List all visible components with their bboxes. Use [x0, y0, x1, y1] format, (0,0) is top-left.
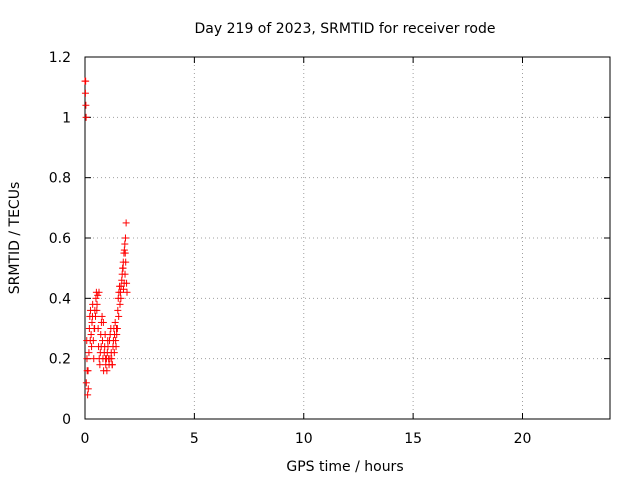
x-tick-label: 10	[295, 431, 313, 447]
data-point	[122, 258, 130, 266]
grid-lines	[85, 57, 610, 419]
data-point	[87, 331, 95, 339]
data-point	[108, 361, 116, 369]
data-point	[84, 367, 92, 375]
data-point	[119, 264, 127, 272]
data-point	[122, 219, 130, 227]
data-point	[88, 343, 96, 351]
data-point	[120, 285, 127, 293]
data-point	[86, 337, 94, 345]
data-point	[116, 300, 124, 308]
data-point	[82, 113, 90, 121]
y-tick-label: 1.2	[49, 50, 71, 66]
data-point	[123, 288, 131, 296]
data-point	[104, 337, 112, 345]
data-point	[84, 385, 92, 393]
y-tick-label: 1	[62, 110, 71, 126]
data-point	[85, 349, 93, 357]
data-point	[121, 234, 129, 242]
data-point	[113, 331, 121, 339]
x-tick-label: 20	[514, 431, 532, 447]
y-tick-label: 0.6	[49, 231, 71, 247]
data-point	[84, 391, 92, 399]
axis-ticks	[84, 56, 610, 420]
data-point	[98, 312, 106, 320]
data-point	[99, 318, 107, 326]
data-point	[82, 77, 90, 85]
y-tick-label: 0	[62, 412, 71, 428]
y-tick-label: 0.8	[49, 171, 71, 187]
data-point	[93, 306, 101, 314]
data-point	[95, 288, 103, 296]
x-tick-label: 0	[81, 431, 90, 447]
y-tick-label: 0.2	[49, 352, 71, 368]
data-point	[82, 379, 90, 387]
tick-labels: 0 0.2 0.4 0.6 0.8 1 1.2 0 5 10 15 20	[49, 50, 532, 447]
data-point	[111, 318, 119, 326]
data-point	[91, 325, 99, 332]
x-axis-label: GPS time / hours	[286, 459, 403, 475]
data-point	[121, 249, 129, 257]
data-point	[116, 288, 124, 296]
data-point	[120, 279, 128, 287]
data-point	[83, 355, 91, 363]
data-point	[94, 291, 102, 299]
data-point	[88, 312, 96, 320]
y-tick-label: 0.4	[49, 291, 71, 307]
data-point	[120, 246, 128, 254]
data-point	[97, 343, 105, 351]
plot-frame	[84, 56, 611, 420]
x-tick-label: 15	[404, 431, 422, 447]
data-point	[81, 89, 89, 97]
data-point	[106, 355, 114, 363]
y-axis-label: SRMTID / TECUs	[7, 182, 23, 295]
data-point	[112, 337, 120, 345]
data-point	[96, 361, 104, 369]
data-points	[81, 77, 131, 399]
data-point	[82, 101, 90, 109]
data-point	[113, 325, 120, 332]
data-point	[115, 312, 123, 320]
data-point	[117, 294, 125, 302]
data-point	[121, 240, 129, 248]
chart-title: Day 219 of 2023, SRMTID for receiver rod…	[195, 21, 496, 37]
data-point	[93, 300, 101, 308]
data-point	[112, 343, 120, 351]
data-point	[110, 349, 118, 357]
data-point	[88, 318, 96, 326]
data-point	[103, 367, 111, 375]
data-point	[121, 270, 129, 278]
data-point	[92, 294, 100, 302]
x-tick-label: 5	[190, 431, 199, 447]
data-point	[114, 306, 122, 314]
